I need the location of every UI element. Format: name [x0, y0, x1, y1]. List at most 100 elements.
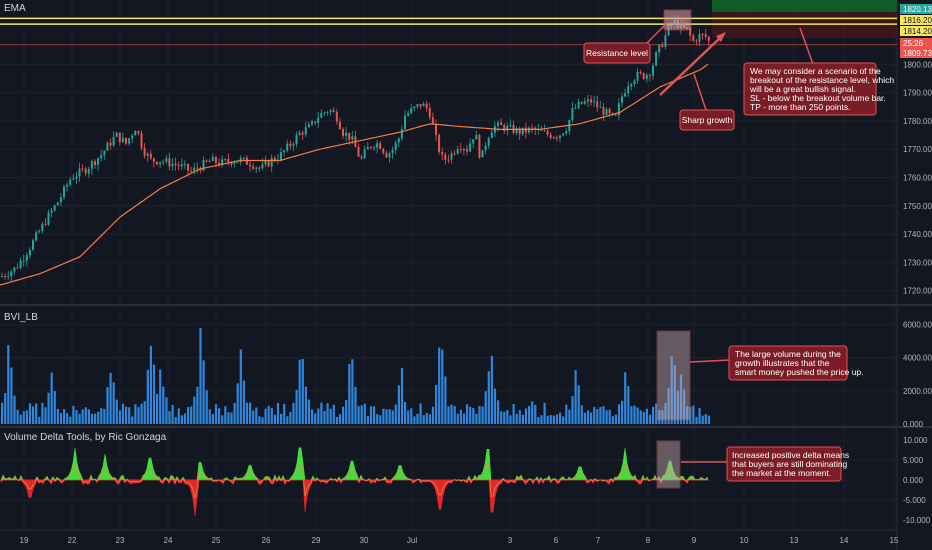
volume-bar	[227, 412, 230, 424]
candle-body	[84, 168, 87, 174]
volume-bar	[515, 413, 518, 424]
volume-bar	[208, 409, 211, 424]
volume-bar	[462, 413, 466, 424]
candle-body	[183, 163, 186, 165]
volume-bar	[673, 365, 676, 424]
volume-bar	[115, 399, 118, 424]
candle-body	[447, 159, 450, 161]
time-axis[interactable]: 19 22 23 24 25 26 29 30 Jul 3 6 7 8 9 10 13 14 15	[20, 536, 899, 545]
volume-bar	[10, 367, 13, 424]
candle-body	[149, 153, 152, 159]
candle-body	[75, 176, 78, 179]
volume-bar	[407, 410, 410, 424]
candle-body	[103, 150, 106, 155]
time-tick-label: 22	[68, 536, 77, 545]
volume-bar	[236, 383, 239, 424]
volume-bar	[518, 410, 521, 424]
delta-note-box	[726, 446, 842, 482]
resistance-note[interactable]: Resistance level	[583, 42, 651, 64]
volume-bar	[320, 402, 323, 424]
candle-body	[366, 146, 369, 150]
price-tick-label: 1740.000	[903, 230, 932, 239]
candle-body	[583, 101, 586, 104]
volume-bar	[577, 385, 580, 424]
volume-bar	[81, 409, 84, 424]
volume-panel-label[interactable]: BVI_LB	[4, 312, 38, 323]
candle-body	[314, 121, 317, 124]
volume-bar	[230, 412, 233, 424]
volume-bar	[627, 386, 630, 424]
volume-bar	[559, 412, 562, 424]
scenario-note[interactable]: We may consider a scenario of the breako…	[743, 62, 896, 116]
candle-body	[391, 149, 394, 154]
volume-bar	[683, 389, 686, 424]
candle-body	[249, 164, 251, 167]
volume-bar	[435, 384, 438, 424]
candle-body	[394, 142, 397, 150]
candle-body	[397, 138, 400, 143]
candle-body	[78, 168, 81, 177]
candle-body	[363, 149, 366, 159]
volume-note-line-1: The large volume during the	[735, 349, 841, 359]
price-panel-label[interactable]: EMA	[4, 3, 26, 14]
growth-arrow-head	[716, 32, 726, 42]
price-axis[interactable]: 1800.000 1790.000 1780.000 1770.000 1760.000…	[903, 60, 932, 295]
volume-bar	[376, 414, 379, 424]
delta-tick-label: 10.000	[903, 436, 928, 445]
candle-body	[131, 135, 134, 139]
resistance-highlight-box	[663, 9, 692, 31]
volume-bar	[149, 345, 152, 424]
volume-bar	[642, 411, 645, 424]
volume-bar	[382, 408, 385, 424]
volume-bar	[599, 406, 602, 424]
candle-body	[422, 103, 425, 107]
volume-note[interactable]: The large volume during the growth illus…	[728, 345, 864, 381]
volume-bar	[137, 407, 140, 424]
candle-body	[159, 162, 162, 165]
candle-body	[53, 205, 56, 211]
candle-body	[416, 104, 419, 107]
candle-body	[168, 158, 171, 167]
sharp-growth-note[interactable]: Sharp growth	[679, 109, 735, 131]
volume-bar	[661, 410, 664, 424]
volume-bar	[335, 416, 338, 424]
delta-note[interactable]: Increased positive delta means that buye…	[726, 446, 852, 482]
volume-bar	[503, 411, 506, 424]
candle-body	[125, 137, 127, 144]
volume-bar	[537, 416, 540, 424]
volume-bar	[385, 409, 388, 424]
volume-axis[interactable]: 6000.000 4000.000 2000.000 0.000	[903, 321, 932, 429]
candle-body	[664, 35, 667, 47]
volume-bar	[53, 391, 56, 424]
volume-bar	[245, 402, 249, 424]
candle-body	[66, 184, 69, 187]
candle-body	[242, 157, 245, 159]
candle-body	[63, 186, 65, 198]
volume-bar	[125, 406, 128, 424]
candle-body	[543, 130, 546, 132]
volume-bar	[255, 407, 258, 424]
candle-body	[283, 150, 286, 153]
candle-body	[500, 122, 503, 126]
volume-bar	[267, 405, 270, 424]
volume-bar	[196, 386, 199, 424]
volume-bar	[583, 412, 586, 424]
volume-bar	[689, 406, 692, 424]
candle-body	[701, 34, 704, 36]
candle-body	[652, 65, 654, 76]
volume-bar	[314, 413, 317, 424]
volume-bar	[648, 414, 652, 424]
volume-bar	[410, 408, 413, 424]
volume-panel	[1, 327, 710, 424]
volume-bar	[329, 408, 332, 424]
volume-bar	[363, 403, 366, 424]
candle-body	[518, 128, 521, 135]
volume-bar	[7, 345, 10, 424]
volume-bar	[354, 386, 357, 424]
candle-body	[639, 71, 642, 74]
volume-bar	[323, 411, 326, 424]
volume-bar	[106, 387, 109, 424]
delta-axis[interactable]: 10.000 5.000 0.000 -5.000 -10.000	[903, 436, 931, 525]
candle-body	[441, 151, 444, 155]
delta-panel-label[interactable]: Volume Delta Tools, by Ric Gonzaga	[4, 432, 167, 443]
